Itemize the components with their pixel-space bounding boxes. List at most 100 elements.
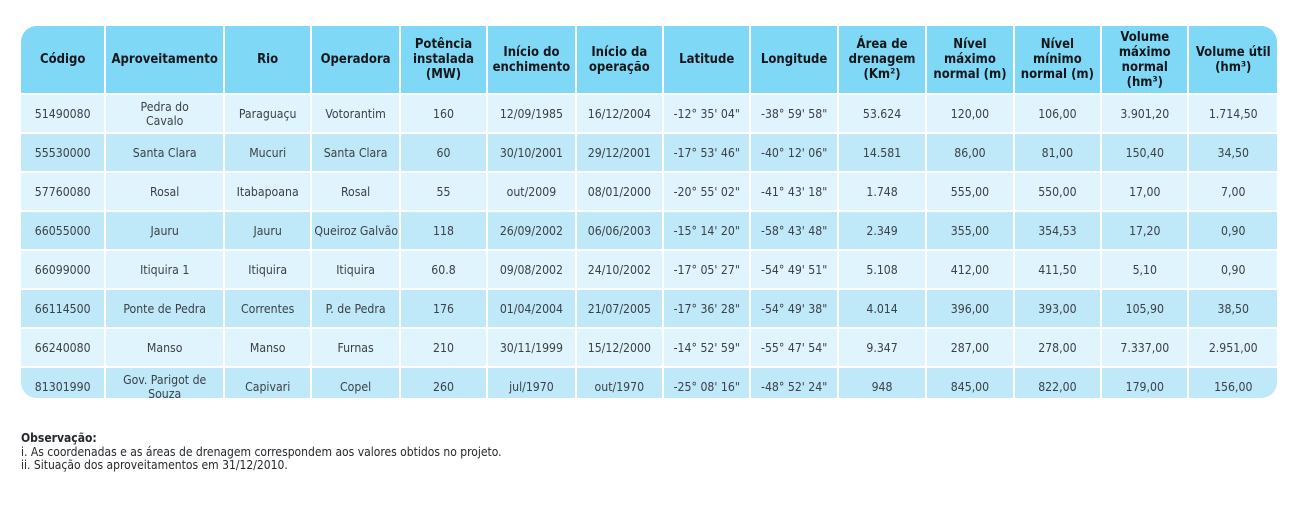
- cell-rio: Mucuri: [224, 132, 313, 171]
- note-item-1: i. As coordenadas e as áreas de drenagem…: [21, 444, 502, 459]
- cell-volume-util: 156,00: [1189, 366, 1277, 398]
- cell-volume-maximo: 105,90: [1102, 288, 1190, 327]
- cell-codigo: 57760080: [21, 171, 107, 210]
- cell-latitude: -17° 05' 27": [664, 249, 752, 288]
- cell-volume-maximo: 3.901,20: [1102, 93, 1190, 132]
- table-row: 66240080 Manso Manso Furnas 210 30/11/1999 15/…: [21, 327, 1277, 366]
- cell-latitude: -14° 52' 59": [664, 327, 752, 366]
- header-longitude: Longitude: [751, 26, 839, 93]
- cell-area-drenagem: 1.748: [838, 171, 928, 210]
- cell-latitude: -12° 35' 04": [664, 93, 752, 132]
- cell-volume-util: 0,90: [1189, 249, 1277, 288]
- table-row: 66099000 Itiquira 1 Itiquira Itiquira 60.8 09…: [21, 249, 1277, 288]
- cell-codigo: 55530000: [21, 132, 107, 171]
- header-potencia: Potência instalada (MW): [400, 26, 489, 93]
- cell-inicio-enchimento: 26/09/2002: [488, 210, 577, 249]
- cell-area-drenagem: 5.108: [838, 249, 928, 288]
- cell-inicio-enchimento: 30/10/2001: [488, 132, 577, 171]
- cell-potencia: 55: [400, 171, 489, 210]
- table-header-row: Código Aproveitamento Rio Operadora Potê…: [21, 26, 1277, 93]
- cell-operadora: P. de Pedra: [312, 288, 401, 327]
- note-item-2: ii. Situação dos aproveitamentos em 31/1…: [21, 458, 288, 472]
- cell-volume-maximo: 150,40: [1102, 132, 1190, 171]
- cell-nivel-minimo: 278,00: [1014, 327, 1103, 366]
- cell-inicio-operacao: 08/01/2000: [576, 171, 665, 210]
- header-inicio-operacao: Início da operação: [576, 26, 665, 93]
- cell-inicio-enchimento: 01/04/2004: [488, 288, 577, 327]
- cell-rio: Itiquira: [224, 249, 313, 288]
- header-nivel-maximo: Nível máximo normal (m): [927, 26, 1015, 93]
- cell-rio: Capivari: [224, 366, 313, 398]
- cell-inicio-operacao: 24/10/2002: [576, 249, 665, 288]
- cell-rio: Itabapoana: [224, 171, 313, 210]
- cell-potencia: 176: [400, 288, 489, 327]
- cell-nivel-minimo: 81,00: [1014, 132, 1103, 171]
- cell-nivel-minimo: 354,53: [1014, 210, 1103, 249]
- cell-inicio-operacao: 21/07/2005: [576, 288, 665, 327]
- cell-area-drenagem: 9.347: [838, 327, 928, 366]
- table-row: 66114500 Ponte de Pedra Correntes P. de Ped…: [21, 288, 1277, 327]
- cell-nivel-maximo: 120,00: [927, 93, 1015, 132]
- cell-longitude: -54° 49' 38": [751, 288, 839, 327]
- cell-operadora: Queiroz Galvão: [312, 210, 401, 249]
- cell-inicio-operacao: 15/12/2000: [576, 327, 665, 366]
- cell-area-drenagem: 948: [838, 366, 928, 398]
- cell-potencia: 260: [400, 366, 489, 398]
- header-latitude: Latitude: [664, 26, 752, 93]
- cell-volume-maximo: 179,00: [1102, 366, 1190, 398]
- cell-volume-util: 38,50: [1189, 288, 1277, 327]
- cell-volume-util: 34,50: [1189, 132, 1277, 171]
- cell-aproveitamento: Jauru: [106, 210, 225, 249]
- cell-volume-util: 1.714,50: [1189, 93, 1277, 132]
- cell-volume-maximo: 7.337,00: [1102, 327, 1190, 366]
- header-inicio-enchimento: Início do enchimento: [488, 26, 577, 93]
- cell-nivel-maximo: 287,00: [927, 327, 1015, 366]
- cell-latitude: -15° 14' 20": [664, 210, 752, 249]
- table-row: 51490080 Pedra do Cavalo Paraguaçu Votorant…: [21, 93, 1277, 132]
- reservoir-table-container: Código Aproveitamento Rio Operadora Potê…: [21, 26, 1277, 398]
- cell-rio: Jauru: [224, 210, 313, 249]
- cell-codigo: 81301990: [21, 366, 107, 398]
- cell-potencia: 210: [400, 327, 489, 366]
- cell-aproveitamento: Rosal: [106, 171, 225, 210]
- cell-nivel-minimo: 822,00: [1014, 366, 1103, 398]
- cell-inicio-enchimento: out/2009: [488, 171, 577, 210]
- table-row: 81301990 Gov. Parigot de Souza Capivari Cop…: [21, 366, 1277, 398]
- cell-nivel-maximo: 355,00: [927, 210, 1015, 249]
- cell-nivel-maximo: 396,00: [927, 288, 1015, 327]
- cell-volume-util: 2.951,00: [1189, 327, 1277, 366]
- cell-latitude: -25° 08' 16": [664, 366, 752, 398]
- cell-nivel-maximo: 845,00: [927, 366, 1015, 398]
- cell-operadora: Santa Clara: [312, 132, 401, 171]
- reservoir-table: Código Aproveitamento Rio Operadora Potê…: [21, 26, 1277, 398]
- cell-inicio-operacao: 06/06/2003: [576, 210, 665, 249]
- cell-operadora: Votorantim: [312, 93, 401, 132]
- cell-operadora: Itiquira: [312, 249, 401, 288]
- cell-aproveitamento: Gov. Parigot de Souza: [106, 366, 225, 398]
- header-area-drenagem: Área de drenagem (Km²): [838, 26, 928, 93]
- cell-potencia: 118: [400, 210, 489, 249]
- cell-rio: Correntes: [224, 288, 313, 327]
- cell-latitude: -20° 55' 02": [664, 171, 752, 210]
- header-codigo: Código: [21, 26, 107, 93]
- cell-area-drenagem: 2.349: [838, 210, 928, 249]
- notes-section: Observação: i. As coordenadas e as áreas…: [21, 431, 502, 473]
- cell-longitude: -38° 59' 58": [751, 93, 839, 132]
- cell-potencia: 60: [400, 132, 489, 171]
- cell-nivel-minimo: 411,50: [1014, 249, 1103, 288]
- cell-aproveitamento: Ponte de Pedra: [106, 288, 225, 327]
- cell-latitude: -17° 36' 28": [664, 288, 752, 327]
- cell-longitude: -58° 43' 48": [751, 210, 839, 249]
- table-body: 51490080 Pedra do Cavalo Paraguaçu Votorant…: [21, 93, 1277, 398]
- cell-area-drenagem: 14.581: [838, 132, 928, 171]
- cell-area-drenagem: 53.624: [838, 93, 928, 132]
- cell-aproveitamento: Manso: [106, 327, 225, 366]
- cell-aproveitamento: Pedra do Cavalo: [106, 93, 225, 132]
- notes-title: Observação:: [21, 431, 97, 445]
- cell-codigo: 66114500: [21, 288, 107, 327]
- cell-volume-maximo: 5,10: [1102, 249, 1190, 288]
- cell-longitude: -48° 52' 24": [751, 366, 839, 398]
- cell-longitude: -41° 43' 18": [751, 171, 839, 210]
- cell-nivel-maximo: 555,00: [927, 171, 1015, 210]
- cell-potencia: 160: [400, 93, 489, 132]
